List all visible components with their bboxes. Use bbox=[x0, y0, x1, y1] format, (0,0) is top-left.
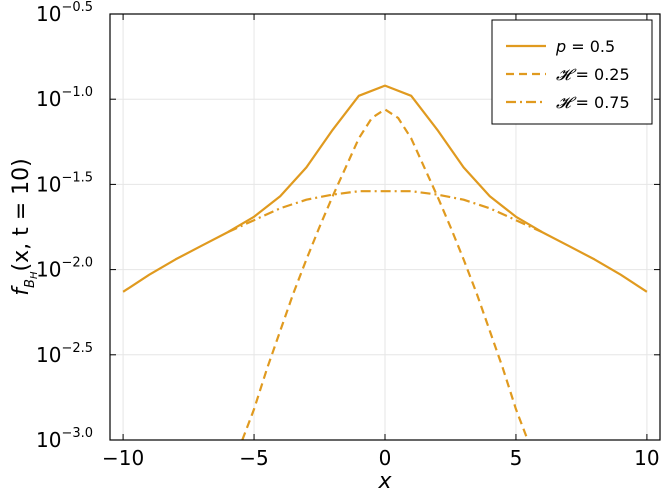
x-tick-label: 10 bbox=[634, 446, 659, 470]
y-axis-label-f: f bbox=[9, 285, 34, 296]
legend-box bbox=[491, 19, 653, 125]
series-line-1 bbox=[122, 84, 648, 293]
legend-label-1: p = 0.5 bbox=[555, 37, 615, 56]
x-tick-labels: −10 −5 0 5 10 bbox=[102, 446, 660, 470]
y-tick-label: 10−2.0 bbox=[36, 256, 93, 282]
x-tick-label: −5 bbox=[239, 446, 268, 470]
y-axis-label-args: (x, t = 10) bbox=[9, 158, 34, 271]
y-axis-label-sub-h: H bbox=[29, 271, 40, 279]
x-tick-label: 5 bbox=[510, 446, 523, 470]
x-tick-label: 0 bbox=[379, 446, 392, 470]
y-tick-labels: 10−3.0 10−2.5 10−2.0 10−1.5 10−1.0 10−0.5 bbox=[36, 0, 93, 452]
y-axis-label-sub-b: B bbox=[23, 279, 38, 288]
y-tick-label: 10−1.5 bbox=[36, 170, 93, 196]
y-axis-label: fBH(x, t = 10) bbox=[9, 158, 40, 295]
series-line-2 bbox=[241, 108, 529, 441]
y-tick-label: 10−0.5 bbox=[36, 0, 93, 26]
x-axis-label: x bbox=[377, 469, 392, 494]
y-tick-label: 10−1.0 bbox=[36, 85, 93, 111]
legend-label-3: 𝓗 = 0.75 bbox=[556, 93, 630, 112]
series-line-3 bbox=[227, 190, 543, 234]
y-tick-label: 10−2.5 bbox=[36, 341, 93, 367]
legend-label-2: 𝓗 = 0.25 bbox=[556, 65, 630, 84]
x-tick-label: −10 bbox=[102, 446, 144, 470]
legend: p = 0.5 𝓗 = 0.25 𝓗 = 0.75 bbox=[491, 19, 653, 125]
series-layer bbox=[122, 84, 648, 441]
y-tick-label: 10−3.0 bbox=[36, 426, 93, 452]
ticks bbox=[110, 13, 660, 441]
